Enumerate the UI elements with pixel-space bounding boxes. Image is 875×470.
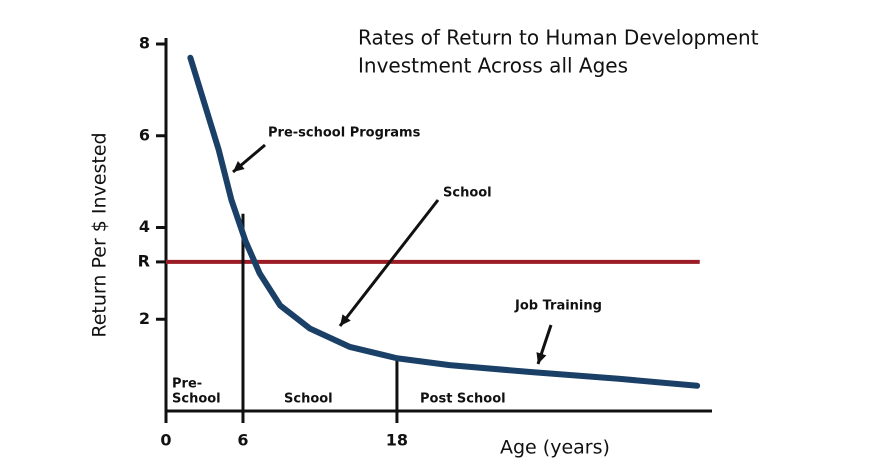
x-axis-title: Age (years) xyxy=(500,437,610,459)
region-label: Post School xyxy=(420,392,506,407)
annotation: School xyxy=(443,186,492,201)
chart-title: Investment Across all Ages xyxy=(358,54,628,78)
annotation: Pre-school Programs xyxy=(268,126,421,141)
y-axis-title: Return Per $ Invested xyxy=(89,132,111,337)
y-tick-label: 2 xyxy=(139,309,150,328)
arrow-head xyxy=(340,314,351,326)
y-tick-label: 8 xyxy=(139,34,150,53)
annotation: Job Training xyxy=(514,299,602,314)
x-tick-label: 6 xyxy=(237,431,248,450)
x-tick-label: 18 xyxy=(386,431,408,450)
y-tick-label: 6 xyxy=(139,125,150,144)
arrow-head xyxy=(233,161,245,172)
annotation-arrow xyxy=(338,199,440,327)
curve xyxy=(187,54,701,389)
region-label: Pre- xyxy=(172,377,202,392)
chart-title: Rates of Return to Human Development xyxy=(358,26,759,50)
arrow-head xyxy=(536,352,547,364)
x-tick-label: 0 xyxy=(160,431,171,450)
region-label: School xyxy=(172,392,221,407)
y-tick-label: 4 xyxy=(139,217,150,236)
y-tick-label: R xyxy=(138,251,150,270)
region-label: School xyxy=(284,392,333,407)
